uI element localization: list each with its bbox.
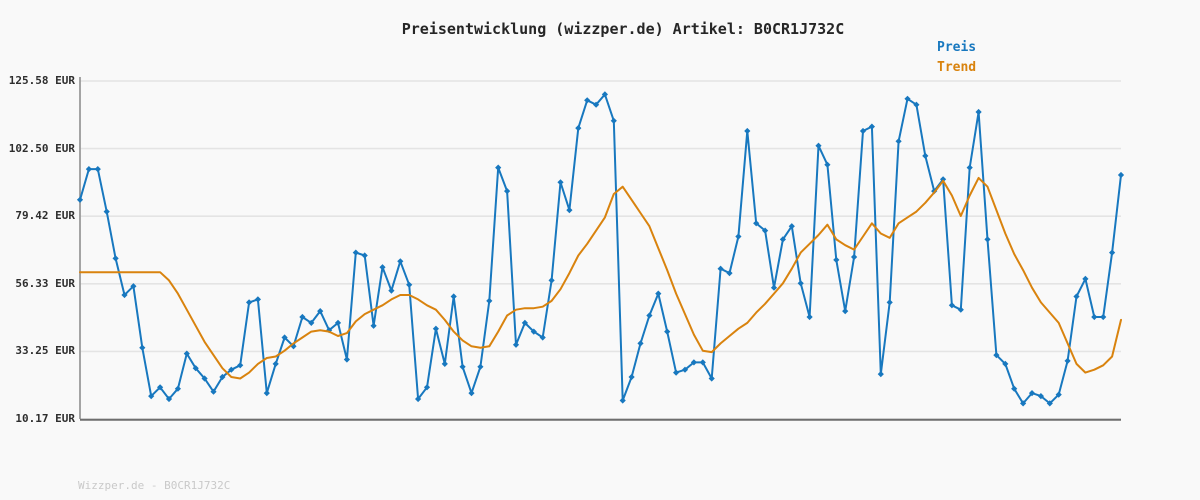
y-tick-label: 33.25 EUR [15, 344, 75, 358]
preis-point-markers [76, 91, 1125, 407]
y-tick-label: 125.58 EUR [8, 74, 75, 87]
legend-item-trend: Trend [937, 60, 977, 75]
y-tick-label: 56.33 EUR [15, 276, 75, 290]
trend-line [79, 176, 1122, 380]
y-tick-label: 10.17 EUR [15, 412, 75, 425]
y-tick-label: 79.42 EUR [15, 209, 75, 223]
legend-item-preis: Preis [937, 40, 977, 55]
page-title: Preisentwicklung (wizzper.de) Artikel: B… [401, 20, 845, 38]
y-tick-label: 102.50 EUR [8, 141, 75, 155]
chart-legend: Preis Trend [937, 38, 976, 78]
preis-line [79, 93, 1122, 405]
footer-watermark: Wizzper.de - B0CR1J732C [78, 479, 231, 492]
